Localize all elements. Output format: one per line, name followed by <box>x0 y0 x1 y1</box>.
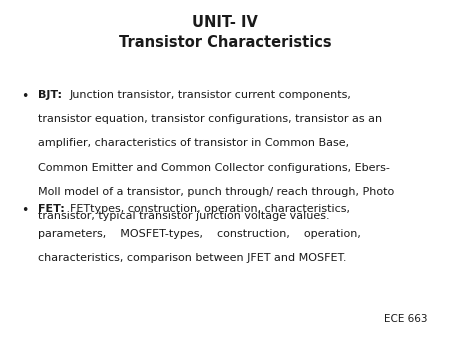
Text: FETtypes, construction, operation, characteristics,: FETtypes, construction, operation, chara… <box>70 204 350 215</box>
Text: ECE 663: ECE 663 <box>384 314 427 324</box>
Text: UNIT- IV: UNIT- IV <box>192 15 258 30</box>
Text: BJT:: BJT: <box>38 90 62 100</box>
Text: Junction transistor, transistor current components,: Junction transistor, transistor current … <box>70 90 351 100</box>
Text: Transistor Characteristics: Transistor Characteristics <box>119 35 331 50</box>
Text: characteristics, comparison between JFET and MOSFET.: characteristics, comparison between JFET… <box>38 253 347 263</box>
Text: •: • <box>21 90 28 102</box>
Text: Moll model of a transistor, punch through/ reach through, Photo: Moll model of a transistor, punch throug… <box>38 187 395 197</box>
Text: •: • <box>21 204 28 217</box>
Text: parameters,    MOSFET-types,    construction,    operation,: parameters, MOSFET-types, construction, … <box>38 229 361 239</box>
Text: amplifier, characteristics of transistor in Common Base,: amplifier, characteristics of transistor… <box>38 138 349 148</box>
Text: FET:: FET: <box>38 204 65 215</box>
Text: transistor equation, transistor configurations, transistor as an: transistor equation, transistor configur… <box>38 114 382 124</box>
Text: transistor, typical transistor junction voltage values.: transistor, typical transistor junction … <box>38 211 330 221</box>
Text: Common Emitter and Common Collector configurations, Ebers-: Common Emitter and Common Collector conf… <box>38 163 390 173</box>
